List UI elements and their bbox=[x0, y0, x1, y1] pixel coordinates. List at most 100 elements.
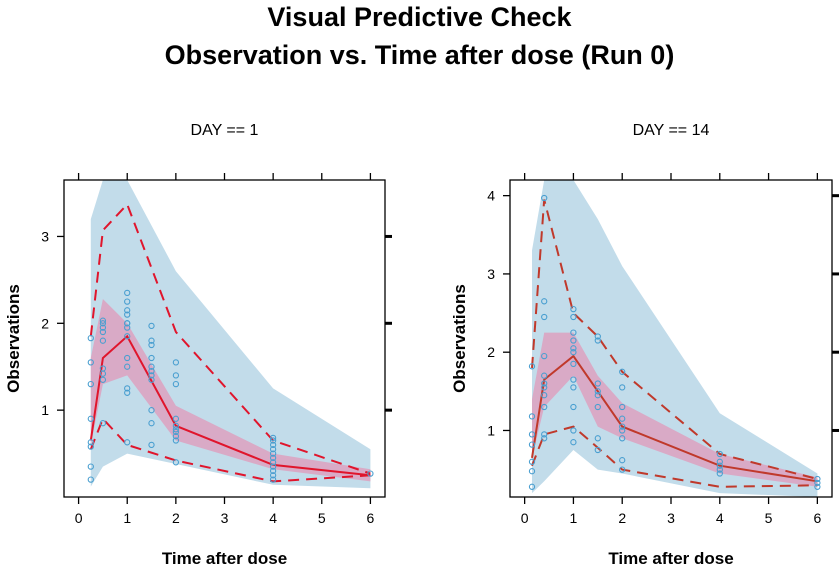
observation-point bbox=[269, 437, 277, 444]
observation-point bbox=[148, 322, 155, 330]
x-tick-label: 4 bbox=[269, 510, 277, 526]
observation-point bbox=[87, 359, 94, 366]
observation-point bbox=[87, 415, 94, 422]
observation-point bbox=[148, 441, 155, 449]
observation-point bbox=[619, 368, 626, 375]
observation-point bbox=[269, 463, 277, 470]
x-tick-label: 3 bbox=[221, 510, 229, 526]
x-tick-label: 4 bbox=[716, 510, 724, 526]
observation-point bbox=[528, 468, 536, 475]
observation-point bbox=[124, 333, 131, 340]
x-tick-label: 0 bbox=[521, 510, 529, 526]
observation-point bbox=[269, 476, 277, 483]
observation-point bbox=[594, 392, 601, 399]
observation-point bbox=[99, 365, 107, 372]
panel-2: 0 1 2 3 4 5 6 1 2 3 4 DAY == 14 Time after dose Obser… bbox=[450, 122, 839, 568]
observation-point bbox=[172, 433, 180, 440]
observation-point bbox=[814, 483, 821, 490]
panel-label: DAY == 14 bbox=[633, 122, 710, 139]
x-tick-label: 5 bbox=[318, 510, 326, 526]
x-tick-label: 1 bbox=[123, 510, 131, 526]
x-axis-label: Time after dose bbox=[608, 549, 733, 568]
x-tick-label: 3 bbox=[667, 510, 675, 526]
observation-point bbox=[570, 329, 577, 336]
observation-point bbox=[619, 423, 626, 430]
observation-point bbox=[594, 388, 601, 395]
x-axis-label: Time after dose bbox=[162, 549, 287, 568]
observation-point bbox=[269, 450, 277, 457]
observation-point bbox=[619, 403, 626, 411]
observation-point bbox=[124, 389, 131, 396]
y-tick-label: 3 bbox=[41, 228, 49, 244]
observation-point bbox=[99, 376, 107, 383]
observation-point bbox=[99, 420, 107, 427]
observation-point bbox=[570, 360, 577, 368]
observation-point bbox=[148, 363, 155, 370]
observation-point bbox=[124, 311, 131, 318]
observation-point bbox=[269, 472, 277, 479]
observation-point bbox=[570, 345, 577, 352]
observation-point bbox=[541, 298, 548, 305]
observation-point bbox=[172, 359, 180, 366]
observation-point bbox=[87, 463, 94, 470]
observation-point bbox=[541, 194, 548, 202]
observation-point bbox=[124, 324, 131, 331]
observation-point bbox=[594, 435, 601, 442]
median-confidence-band bbox=[90, 299, 371, 482]
observation-point bbox=[716, 458, 723, 465]
observation-point bbox=[570, 403, 577, 411]
observation-point bbox=[172, 426, 180, 433]
plot-area bbox=[528, 180, 821, 497]
observation-point bbox=[269, 441, 277, 449]
observation-point bbox=[528, 441, 536, 448]
observation-point bbox=[528, 431, 536, 438]
observation-point bbox=[528, 363, 536, 370]
observation-point bbox=[716, 450, 723, 458]
observation-point bbox=[172, 437, 180, 444]
observation-point bbox=[124, 307, 131, 314]
observation-point bbox=[367, 470, 374, 477]
observation-point bbox=[124, 439, 131, 446]
observation-point bbox=[716, 470, 723, 477]
observation-point bbox=[87, 443, 94, 450]
observation-point bbox=[99, 324, 107, 331]
observation-point bbox=[594, 403, 601, 411]
observation-point bbox=[619, 435, 626, 442]
x-tick-label: 2 bbox=[172, 510, 180, 526]
observation-point bbox=[148, 407, 155, 414]
series-observed-upper bbox=[531, 199, 818, 480]
observation-point bbox=[528, 413, 536, 420]
observation-point bbox=[541, 392, 548, 399]
series-observed-median bbox=[531, 354, 818, 483]
observation-point bbox=[172, 422, 180, 429]
observation-point bbox=[619, 457, 626, 464]
observation-point bbox=[619, 427, 626, 434]
observation-point bbox=[124, 289, 131, 297]
x-tick-label: 0 bbox=[75, 510, 83, 526]
observation-point bbox=[124, 354, 131, 362]
x-tick-label: 2 bbox=[618, 510, 626, 526]
x-tick-label: 5 bbox=[765, 510, 773, 526]
x-tick-label: 6 bbox=[367, 510, 375, 526]
y-tick-label: 1 bbox=[41, 402, 49, 418]
observation-point bbox=[570, 427, 577, 434]
observation-point bbox=[124, 363, 131, 370]
x-tick-label: 6 bbox=[813, 510, 821, 526]
observation-point bbox=[87, 380, 94, 388]
observation-point bbox=[814, 475, 821, 483]
observation-point bbox=[99, 328, 107, 336]
observation-point bbox=[570, 349, 577, 356]
observation-point bbox=[541, 352, 548, 360]
panel-label: DAY == 1 bbox=[191, 122, 259, 139]
panel-1: 0 1 2 3 4 5 6 1 2 3 DAY == 1 Time after dose Observa… bbox=[4, 122, 392, 568]
observation-point bbox=[99, 317, 107, 324]
observation-point bbox=[541, 403, 548, 411]
observation-point bbox=[269, 446, 277, 453]
observation-point bbox=[541, 313, 548, 321]
observation-point bbox=[87, 476, 94, 483]
observation-point bbox=[594, 380, 601, 387]
observation-point bbox=[148, 376, 155, 383]
observation-point bbox=[99, 320, 107, 327]
observation-point bbox=[619, 415, 626, 422]
y-tick-label: 4 bbox=[487, 188, 495, 204]
